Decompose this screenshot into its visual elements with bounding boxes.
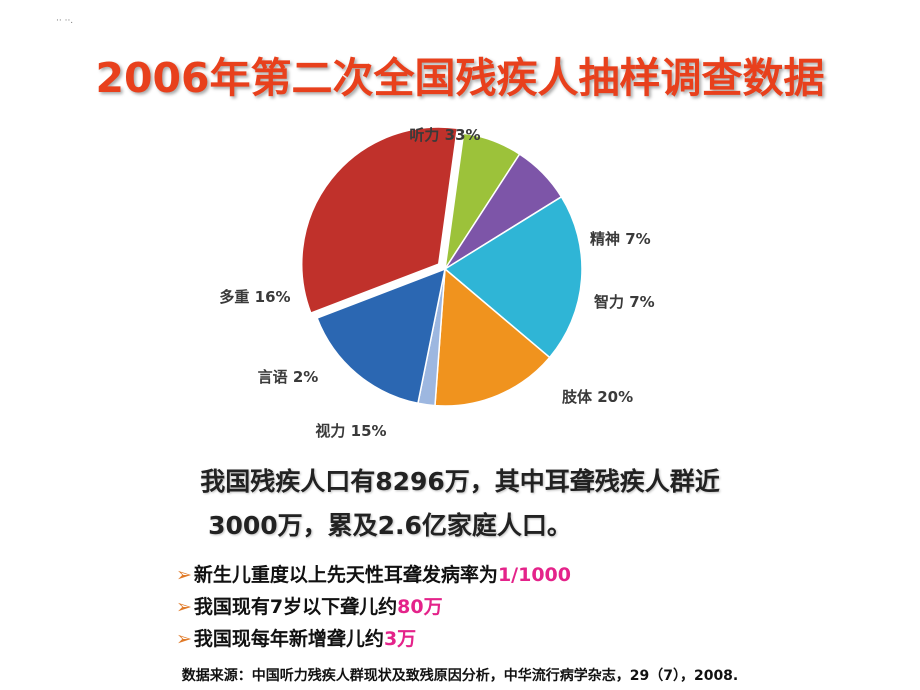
bullet-item: ➢ 新生儿重度以上先天性耳聋发病率为1/1000 [176,560,571,587]
pie-chart: 听力 33% 精神 7% 智力 7% 肢体 20% 视力 15% 言语 2% 多重 16% [219,126,654,440]
bullet-text: 新生儿重度以上先天性耳聋发病率为 [193,564,498,586]
pie-slice-label: 听力 33% [409,126,480,144]
pie-slices [301,126,583,407]
bullet-text: 我国现有7岁以下聋儿约 [193,596,398,618]
pie-slice-label: 言语 2% [258,368,319,386]
pie-slice [443,195,583,359]
bullet-item: ➢ 我国现每年新增聋儿约3万 [176,624,416,651]
pie-slice-label: 精神 7% [590,230,651,248]
arrow-bullet-icon: ➢ [176,596,192,618]
pie-labels: 听力 33% 精神 7% 智力 7% 肢体 20% 视力 15% 言语 2% 多重 16% [219,126,654,440]
bullet-text: 我国现每年新增聋儿约 [193,628,384,650]
summary-line-2: 3000万，累及2.6亿家庭人口。 [208,511,572,540]
bullet-highlight: 1/1000 [497,564,571,586]
summary-line-1: 我国残疾人口有8296万，其中耳聋残疾人群近 [200,467,720,496]
pie-slice-label: 多重 16% [219,288,290,306]
pie-slice [301,126,459,315]
pie-slice-label: 肢体 20% [562,388,633,406]
data-source: 数据来源：中国听力残疾人群现状及致残原因分析，中华流行病学杂志，29（7），20… [181,668,739,684]
slide-title: 2006年第二次全国残疾人抽样调查数据 [95,54,825,102]
bullet-highlight: 80万 [397,596,443,618]
corner-mark: ·· ··. [56,16,74,26]
arrow-bullet-icon: ➢ [176,564,192,586]
pie-slice-label: 智力 7% [594,293,655,311]
pie-slice [434,267,551,407]
bullet-highlight: 3万 [383,628,417,650]
pie-slice-label: 视力 15% [315,422,386,440]
arrow-bullet-icon: ➢ [176,628,192,650]
bullet-item: ➢ 我国现有7岁以下聋儿约80万 [176,592,443,619]
pie-slice [316,267,447,405]
